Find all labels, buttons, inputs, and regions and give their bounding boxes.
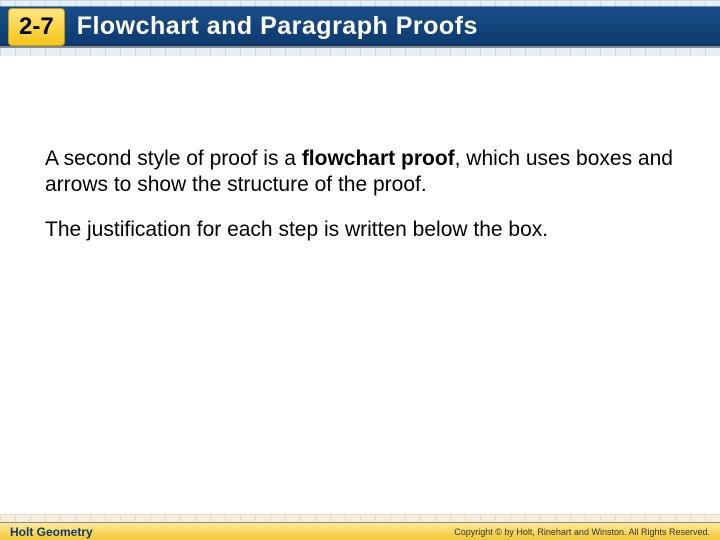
footer-copyright: Copyright © by Holt, Rinehart and Winsto… [454,527,710,537]
slide-footer: Holt Geometry Copyright © by Holt, Rineh… [0,514,720,540]
slide-header: 2-7 Flowchart and Paragraph Proofs [0,0,720,56]
paragraph-2: The justification for each step is writt… [45,217,675,243]
paragraph-1: A second style of proof is a flowchart p… [45,146,675,199]
footer-bar: Holt Geometry Copyright © by Holt, Rineh… [0,522,720,540]
footer-brand: Holt Geometry [10,525,93,539]
slide-title: Flowchart and Paragraph Proofs [77,12,478,41]
slide-body: A second style of proof is a flowchart p… [0,56,720,243]
para1-prefix: A second style of proof is a [45,147,302,170]
header-bar: 2-7 Flowchart and Paragraph Proofs [0,6,720,48]
section-number-badge: 2-7 [8,8,65,46]
para1-keyword: flowchart proof [302,147,455,170]
